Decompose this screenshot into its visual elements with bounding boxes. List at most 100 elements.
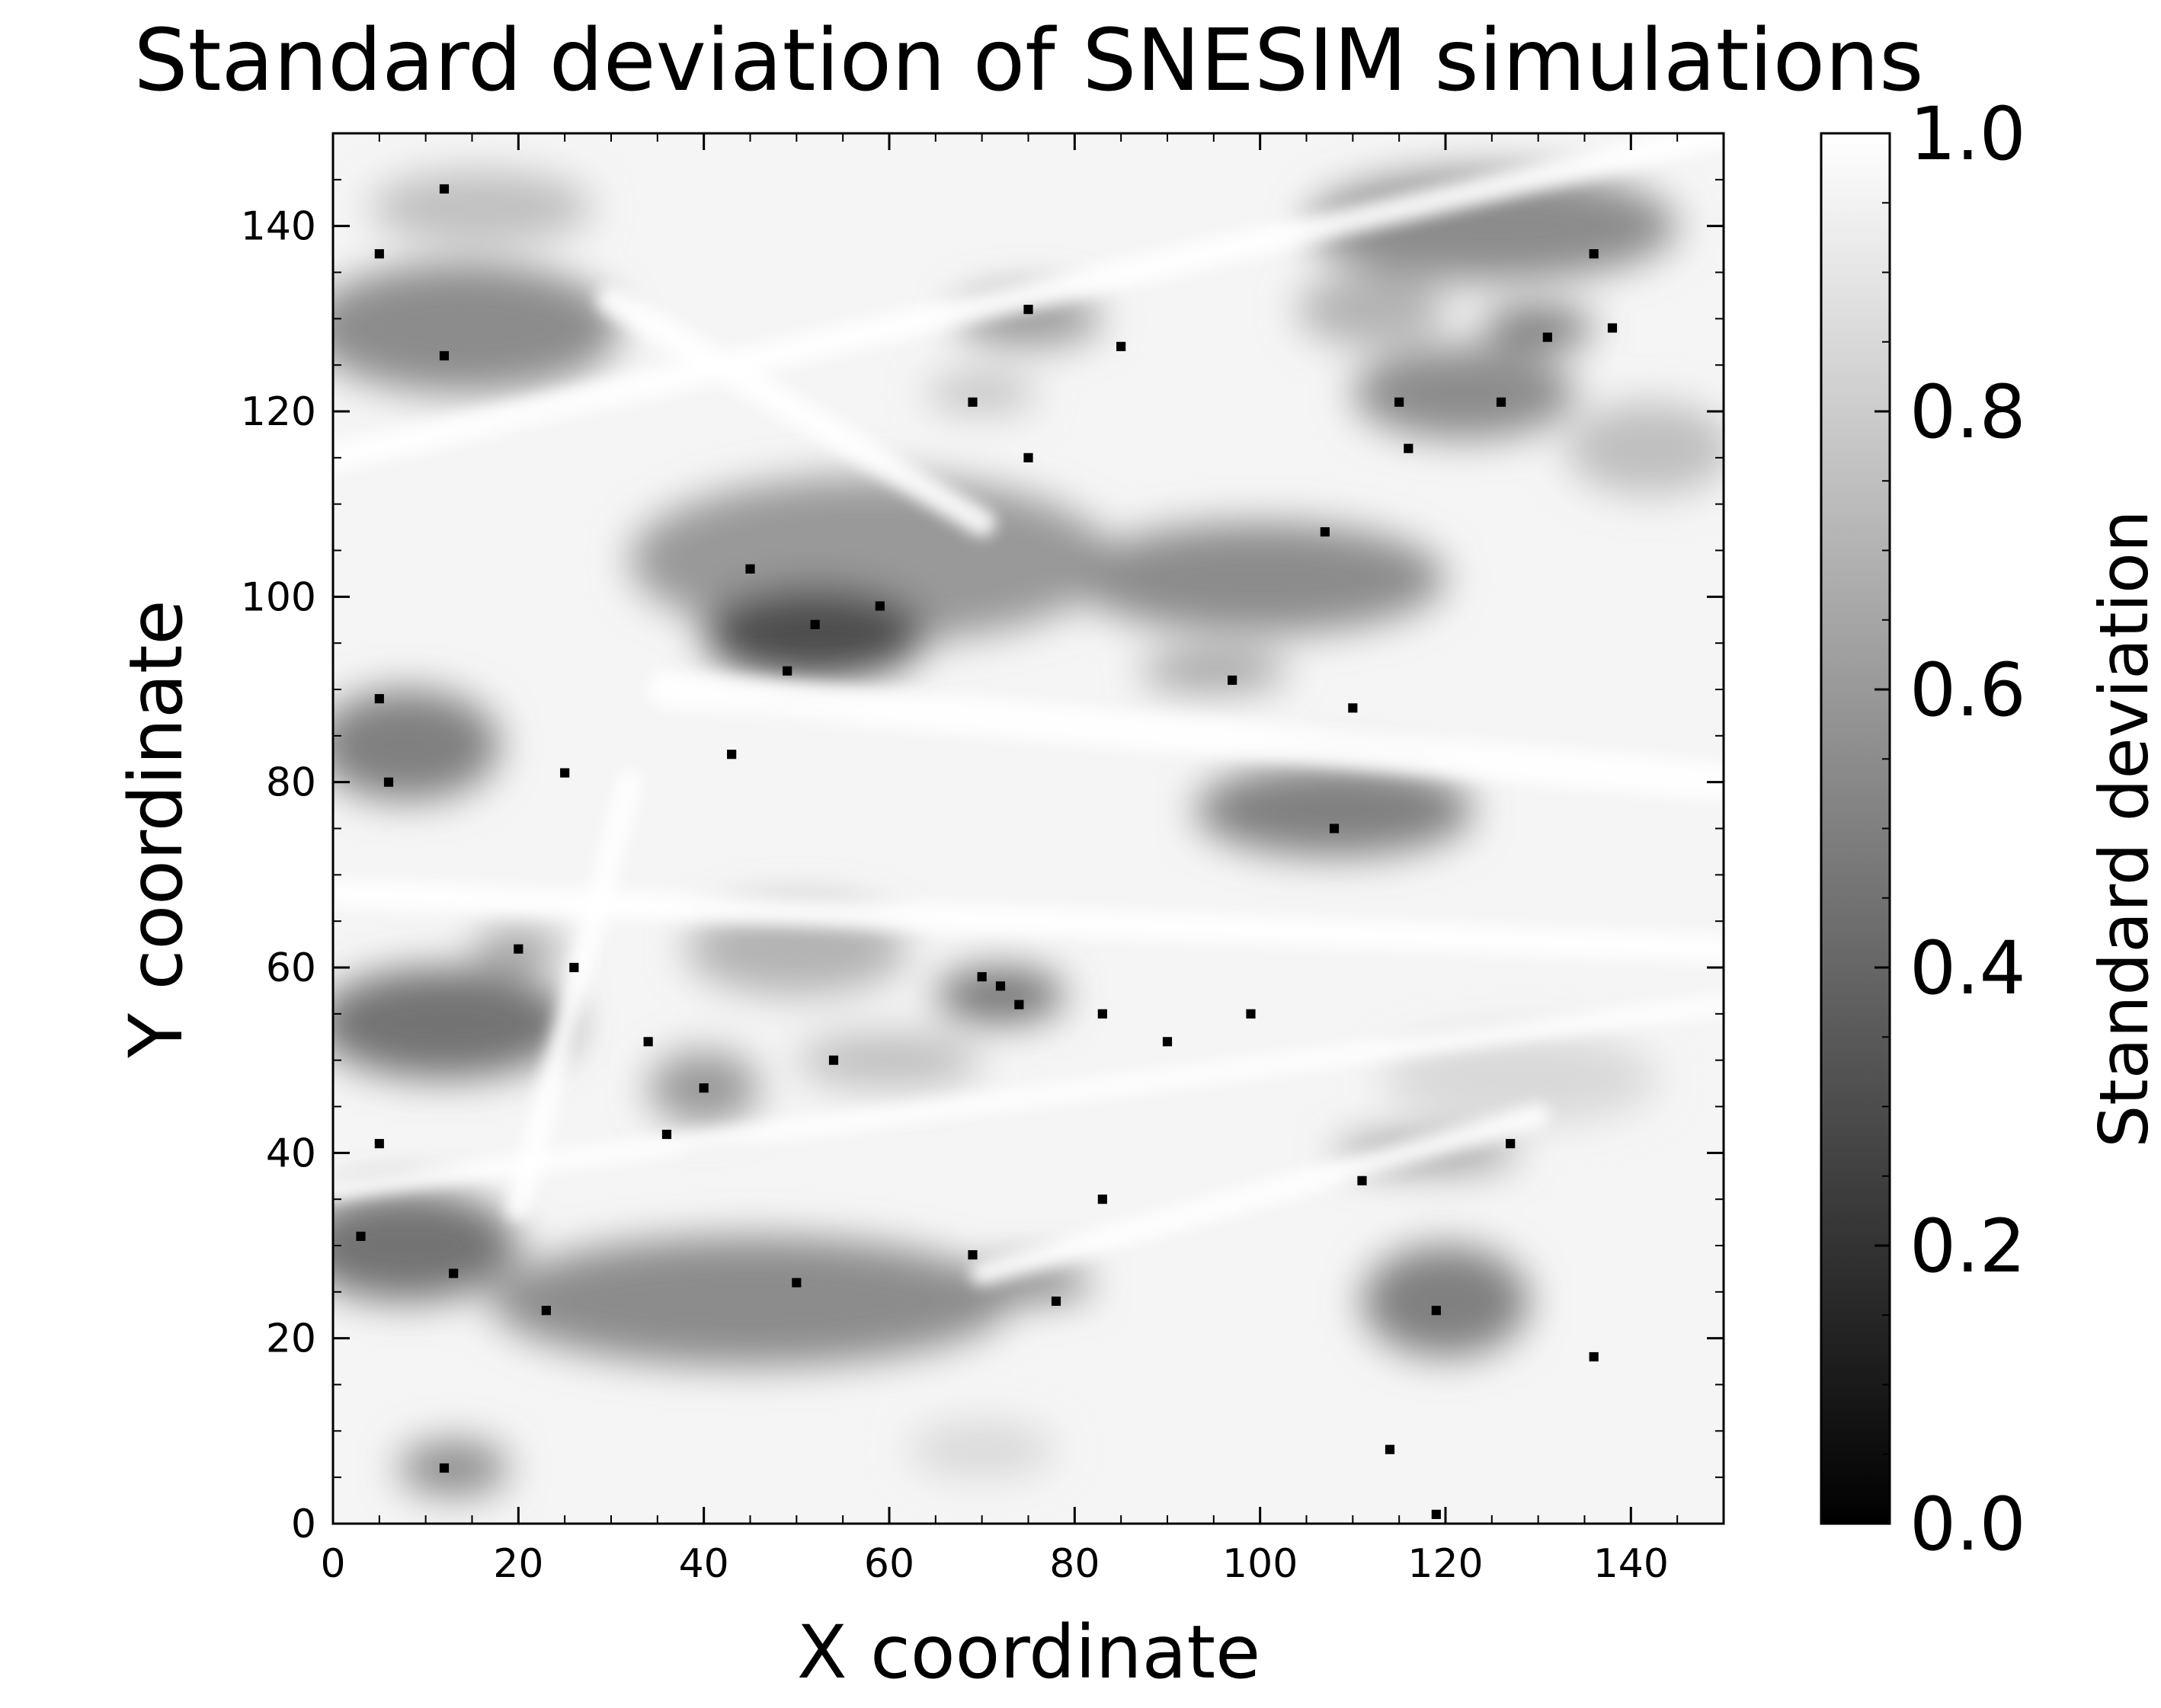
y-axis-ticks: 0 20 40 60 80 100 120 140	[241, 133, 1724, 1547]
conditioning-point-43	[541, 1306, 551, 1316]
variance-zone-10	[796, 1032, 982, 1089]
conditioning-point-14	[810, 619, 820, 629]
conditioning-point-51	[1431, 1509, 1441, 1519]
y-tick-label-0: 0	[291, 1502, 316, 1547]
x-tick-label-4: 80	[1049, 1541, 1100, 1587]
low-variance-streak-4	[597, 286, 996, 537]
variance-zone-11	[490, 1236, 1010, 1367]
low-variance-streak-5	[648, 670, 1724, 801]
conditioning-point-0	[439, 184, 450, 194]
variance-zone-7	[333, 968, 575, 1079]
conditioning-point-37	[374, 1139, 384, 1149]
conditioning-point-8	[1404, 443, 1413, 453]
low-variance-streak-6	[333, 879, 1724, 963]
conditioning-point-40	[1097, 1195, 1107, 1204]
y-tick-label-7: 140	[241, 204, 316, 250]
variance-zone-9	[935, 968, 1066, 1023]
y-tick-label-6: 120	[241, 389, 316, 435]
conditioning-point-39	[1357, 1175, 1367, 1185]
low-variance-streak-2	[970, 1104, 1550, 1285]
variance-zone-0	[333, 263, 621, 393]
conditioning-point-16	[783, 666, 792, 676]
low-variance-streak-0	[333, 133, 1724, 472]
variance-zones	[333, 170, 1724, 1496]
colorbar	[1820, 132, 1891, 1525]
conditioning-point-41	[356, 1231, 366, 1241]
colorbar-tick-label-2: 0.4	[1910, 926, 2026, 1011]
conditioning-point-6	[1023, 453, 1033, 462]
conditioning-point-4	[1116, 341, 1126, 351]
conditioning-point-19	[1348, 703, 1358, 713]
conditioning-point-48	[1589, 1351, 1599, 1362]
y-tick-label-5: 100	[241, 574, 316, 620]
conditioning-point-27	[977, 972, 987, 982]
conditioning-point-47	[1431, 1306, 1441, 1316]
x-axis-label: X coordinate	[797, 1610, 1260, 1695]
conditioning-points	[356, 184, 1618, 1519]
conditioning-point-50	[439, 1463, 450, 1473]
y-tick-label-4: 80	[266, 760, 316, 806]
conditioning-point-49	[1385, 1444, 1395, 1454]
conditioning-point-36	[1162, 1037, 1173, 1047]
conditioning-point-5	[968, 397, 978, 407]
y-axis-label: Y coordinate	[114, 600, 199, 1058]
variance-zone-6	[333, 689, 500, 801]
low-variance-streak-3	[333, 995, 1724, 1200]
x-tick-label-1: 20	[493, 1541, 543, 1587]
conditioning-point-26	[569, 962, 579, 973]
variance-zone-16	[1353, 346, 1576, 440]
conditioning-point-9	[1496, 397, 1506, 407]
colorbar-tick-label-4: 0.8	[1910, 369, 2026, 455]
x-tick-label-6: 120	[1407, 1541, 1483, 1587]
variance-zone-3	[703, 587, 927, 680]
variance-zone-12	[333, 1190, 519, 1301]
x-axis-ticks: 0 20 40 60 80 100 120 140	[320, 133, 1724, 1587]
x-tick-label-2: 40	[679, 1541, 729, 1587]
x-tick-label-0: 0	[320, 1541, 345, 1587]
conditioning-point-45	[968, 1250, 978, 1260]
heatmap	[333, 133, 1724, 1524]
x-tick-label-7: 140	[1593, 1541, 1669, 1587]
variance-zone-13	[1362, 1246, 1529, 1357]
low-variance-streaks	[333, 133, 1724, 1285]
colorbar-tick-label-5: 1.0	[1910, 91, 2026, 177]
conditioning-point-11	[1607, 323, 1618, 333]
conditioning-point-18	[1228, 675, 1237, 685]
variance-zone-28	[908, 1422, 1056, 1478]
x-tick-label-3: 60	[864, 1541, 914, 1587]
conditioning-point-12	[1589, 249, 1599, 259]
conditioning-point-1	[374, 249, 384, 259]
conditioning-point-13	[745, 564, 755, 574]
conditioning-point-29	[1014, 1000, 1024, 1009]
variance-zone-18	[398, 1440, 510, 1496]
conditioning-point-3	[1023, 305, 1033, 315]
variance-zone-1	[370, 170, 593, 245]
conditioning-point-2	[439, 350, 450, 361]
y-tick-label-2: 40	[266, 1131, 316, 1176]
conditioning-point-32	[643, 1037, 653, 1047]
variance-zone-15	[1297, 272, 1445, 347]
conditioning-point-31	[1246, 1009, 1256, 1019]
colorbar-tick-label-0: 0.0	[1910, 1482, 2026, 1567]
y-tick-label-1: 20	[266, 1316, 316, 1362]
conditioning-point-38	[1506, 1139, 1516, 1149]
colorbar-ticks: 0.0 0.2 0.4 0.6 0.8 1.0	[1874, 91, 2026, 1567]
variance-zone-21	[1380, 1032, 1659, 1125]
conditioning-point-10	[1542, 332, 1552, 342]
variance-zone-27	[1482, 309, 1594, 347]
conditioning-point-46	[1051, 1296, 1061, 1307]
conditioning-point-25	[514, 944, 523, 954]
conditioning-point-21	[383, 777, 394, 787]
colorbar-tick-label-1: 0.2	[1910, 1204, 2026, 1289]
conditioning-point-22	[560, 768, 570, 778]
conditioning-point-42	[449, 1268, 459, 1278]
conditioning-point-7	[1394, 397, 1404, 407]
variance-zone-5	[1195, 763, 1474, 856]
variance-zone-4	[1074, 523, 1445, 634]
y-tick-label-3: 60	[266, 945, 316, 991]
conditioning-point-34	[661, 1129, 672, 1140]
conditioning-point-30	[1097, 1009, 1107, 1019]
low-variance-streak-1	[507, 770, 642, 1220]
conditioning-point-15	[875, 601, 885, 611]
colorbar-tick-label-3: 0.6	[1910, 648, 2026, 733]
